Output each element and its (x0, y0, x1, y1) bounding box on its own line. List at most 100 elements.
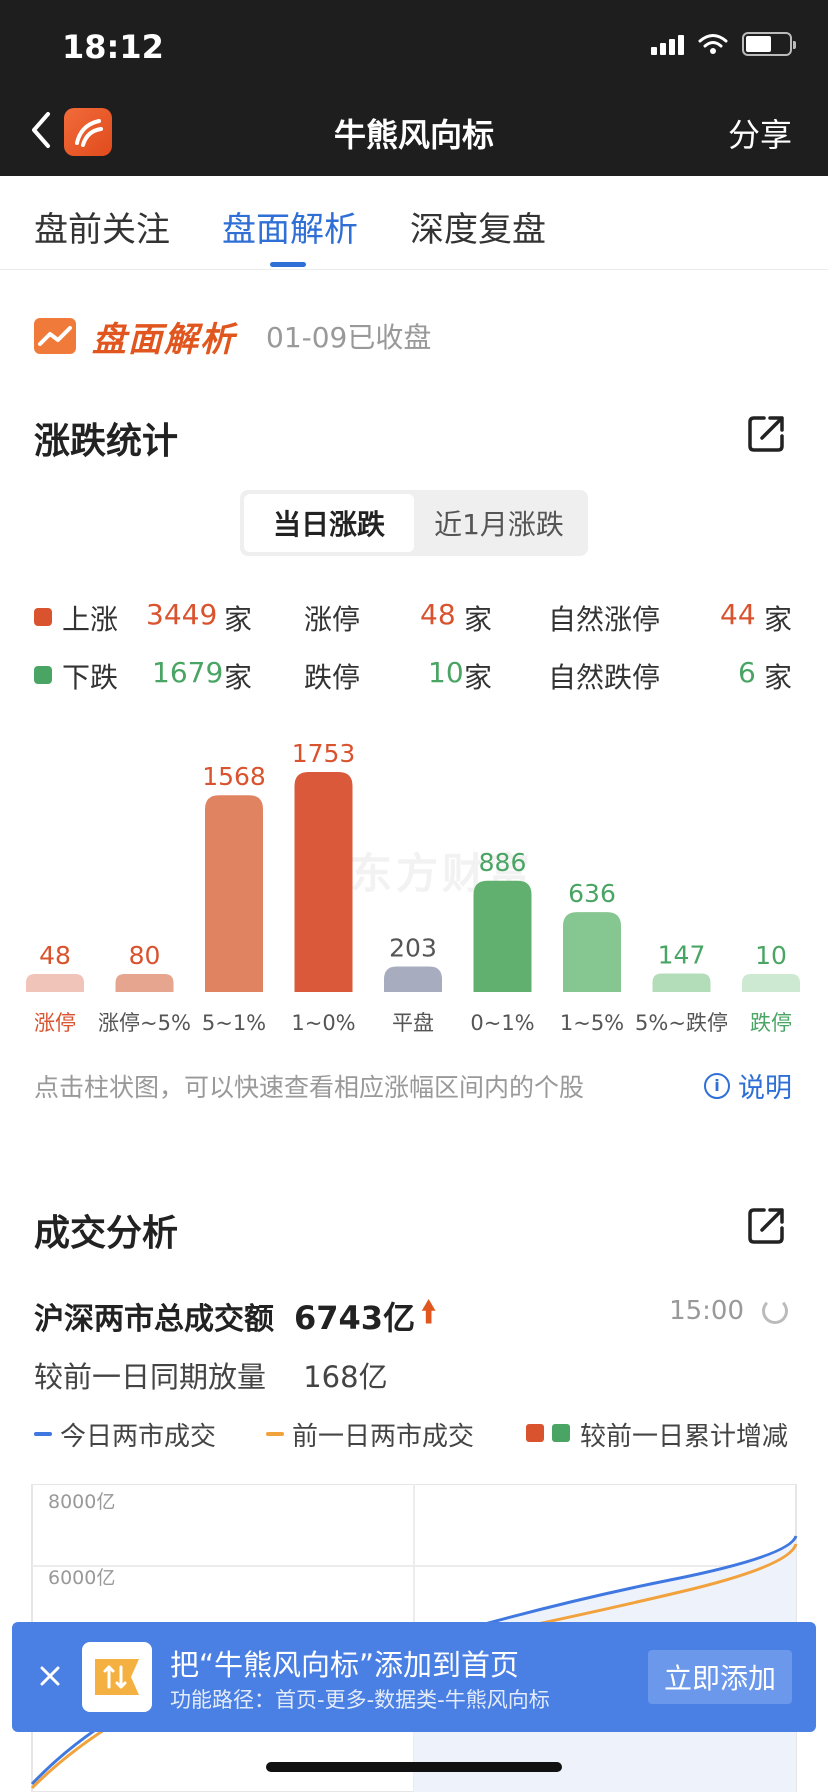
stat-label: 自然涨停 (548, 603, 661, 636)
legend-down-swatch (552, 1424, 570, 1442)
banner-title: 把“牛熊风向标”添加到首页 (170, 1648, 520, 1682)
add-to-home-banner: 把“牛熊风向标”添加到首页 功能路径：首页-更多-数据类-牛熊风向标 立即添加 (12, 1622, 816, 1732)
tab-market-analysis[interactable]: 盘面解析 (222, 210, 358, 250)
bar-6[interactable] (563, 912, 621, 992)
turnover-title: 成交分析 (34, 1213, 179, 1254)
stat-value: 1679 (152, 656, 224, 689)
x-tick-label: 5%~跌停 (635, 1011, 728, 1035)
turnover-label: 沪深两市总成交额 (34, 1301, 274, 1337)
rise-fall-bar-chart[interactable]: 48 涨停 80 涨停~5% 1568 5~1% 1753 1~0% 203 平盘 886 0~1% 6… (0, 720, 828, 1040)
legend-up-swatch (526, 1424, 544, 1442)
up-dot (34, 608, 52, 626)
stat-label: 自然跌停 (548, 661, 661, 694)
stat-unit: 家 (224, 661, 253, 694)
section-brand: 盘面解析 01-09已收盘 (34, 314, 432, 360)
legend-today: 今日两市成交 (60, 1422, 217, 1452)
signal-icon (651, 33, 684, 55)
legend-prev-swatch (266, 1432, 284, 1436)
close-icon[interactable] (36, 1662, 64, 1690)
explain-link[interactable]: i 说明 (704, 1066, 792, 1105)
bar-7[interactable] (652, 973, 711, 992)
turnover-value: 6743亿 (294, 1298, 416, 1337)
refresh-icon[interactable] (762, 1298, 788, 1324)
bar-value-label: 80 (129, 941, 161, 970)
bar-value-label: 203 (389, 934, 437, 963)
x-tick-label: 平盘 (392, 1011, 434, 1035)
bar-5[interactable] (473, 880, 532, 992)
open-external-icon[interactable] (744, 412, 788, 456)
bar-4[interactable] (384, 966, 442, 992)
bar-value-label: 1753 (292, 739, 356, 768)
bar-2[interactable] (205, 795, 263, 992)
compare-line: 较前一日同期放量 168亿 (34, 1354, 388, 1396)
x-tick-label: 0~1% (470, 1011, 534, 1035)
page-title: 牛熊风向标 (333, 116, 494, 154)
home-indicator (266, 1762, 562, 1772)
legend-diff: 较前一日累计增减 (580, 1422, 789, 1452)
stat-value: 10 (428, 656, 464, 689)
x-tick-label: 跌停 (750, 1011, 792, 1035)
open-external-icon[interactable] (744, 1204, 788, 1248)
down-dot (34, 666, 52, 684)
battery-icon (742, 32, 796, 56)
bar-3[interactable] (294, 772, 353, 992)
status-time: 18:12 (62, 28, 164, 66)
tab-indicator (270, 262, 306, 267)
status-icons (651, 32, 796, 56)
x-tick-label: 涨停~5% (98, 1011, 191, 1035)
stat-row-up: 上涨 3449 家 涨停 48 家 自然涨停 44 家 (34, 598, 794, 638)
legend-today-swatch (34, 1432, 52, 1436)
compare-value: 168亿 (303, 1360, 388, 1394)
segment-today[interactable]: 当日涨跌 (244, 494, 414, 552)
legend-prev: 前一日两市成交 (292, 1422, 475, 1452)
bar-1[interactable] (115, 974, 174, 992)
stat-unit: 家 (764, 603, 793, 636)
stat-label: 涨停 (304, 603, 361, 636)
tab-deep-review[interactable]: 深度复盘 (410, 210, 546, 250)
tab-bar: 盘前关注 盘面解析 深度复盘 (0, 176, 828, 270)
bar-8[interactable] (742, 974, 800, 992)
share-button[interactable]: 分享 (727, 116, 792, 154)
stat-value: 44 (720, 598, 756, 631)
turnover-time: 15:00 (669, 1296, 788, 1326)
bar-value-label: 636 (568, 879, 616, 908)
turnover-total: 沪深两市总成交额 6743亿 🠙 (34, 1290, 436, 1341)
stat-label: 跌停 (304, 661, 361, 694)
stat-value: 6 (738, 656, 756, 689)
wifi-icon (698, 34, 728, 54)
top-bar: 18:12 牛熊风向标 分享 (0, 0, 828, 176)
app-logo-icon (64, 108, 112, 156)
bull-bear-logo-icon (82, 1642, 152, 1712)
y-tick-8000: 8000亿 (48, 1491, 115, 1513)
x-tick-label: 涨停 (34, 1011, 76, 1035)
bar-0[interactable] (26, 974, 84, 992)
x-tick-label: 1~0% (291, 1011, 355, 1035)
bar-value-label: 1568 (202, 762, 266, 791)
bar-value-label: 147 (658, 941, 706, 970)
segment-month[interactable]: 近1月涨跌 (434, 508, 564, 541)
rise-fall-title: 涨跌统计 (34, 421, 179, 462)
up-arrow-icon: 🠙 (421, 1295, 437, 1330)
stat-label: 上涨 (62, 603, 119, 636)
stat-value: 48 (420, 598, 456, 631)
compare-label: 较前一日同期放量 (34, 1360, 267, 1394)
brand-title: 盘面解析 (92, 319, 236, 360)
bar-value-label: 886 (479, 848, 527, 877)
bar-value-label: 48 (39, 941, 71, 970)
close-date: 01-09已收盘 (266, 321, 432, 354)
stat-unit: 家 (224, 603, 253, 636)
stat-row-down: 下跌 1679 家 跌停 10 家 自然跌停 6 家 (34, 656, 794, 696)
x-tick-label: 1~5% (560, 1011, 624, 1035)
tab-premarket[interactable]: 盘前关注 (34, 210, 170, 250)
bar-value-label: 10 (755, 941, 787, 970)
back-arrow-icon[interactable] (28, 110, 54, 150)
stat-unit: 家 (464, 603, 493, 636)
stat-value: 3449 (146, 598, 218, 631)
stat-unit: 家 (464, 661, 493, 694)
chart-hint: 点击柱状图，可以快速查看相应涨幅区间内的个股 (34, 1073, 585, 1102)
info-icon: i (704, 1072, 730, 1099)
period-segment: 当日涨跌 近1月涨跌 (240, 490, 588, 556)
y-tick-6000: 6000亿 (48, 1567, 115, 1589)
add-now-button[interactable]: 立即添加 (648, 1650, 792, 1704)
stat-label: 下跌 (62, 661, 119, 694)
